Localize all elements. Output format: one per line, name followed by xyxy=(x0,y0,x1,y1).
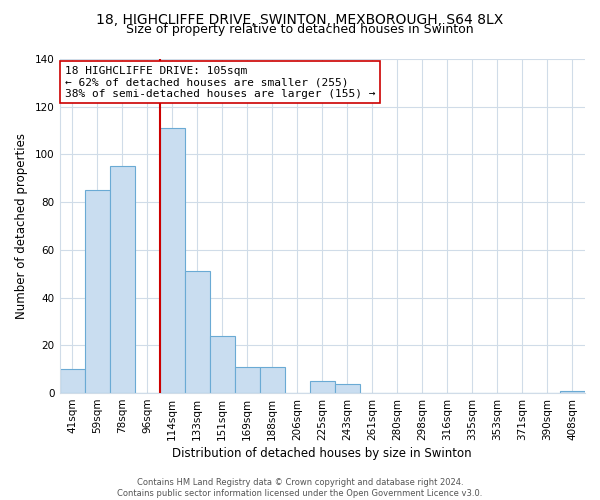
Bar xyxy=(310,381,335,393)
X-axis label: Distribution of detached houses by size in Swinton: Distribution of detached houses by size … xyxy=(172,447,472,460)
Bar xyxy=(160,128,185,393)
Bar xyxy=(560,390,585,393)
Text: Size of property relative to detached houses in Swinton: Size of property relative to detached ho… xyxy=(126,22,474,36)
Bar xyxy=(235,367,260,393)
Y-axis label: Number of detached properties: Number of detached properties xyxy=(15,133,28,319)
Bar xyxy=(59,369,85,393)
Text: Contains HM Land Registry data © Crown copyright and database right 2024.
Contai: Contains HM Land Registry data © Crown c… xyxy=(118,478,482,498)
Bar xyxy=(260,367,285,393)
Text: 18, HIGHCLIFFE DRIVE, SWINTON, MEXBOROUGH, S64 8LX: 18, HIGHCLIFFE DRIVE, SWINTON, MEXBOROUG… xyxy=(97,12,503,26)
Bar xyxy=(335,384,360,393)
Bar xyxy=(209,336,235,393)
Bar xyxy=(185,272,209,393)
Text: 18 HIGHCLIFFE DRIVE: 105sqm
← 62% of detached houses are smaller (255)
38% of se: 18 HIGHCLIFFE DRIVE: 105sqm ← 62% of det… xyxy=(65,66,376,99)
Bar xyxy=(110,166,134,393)
Bar xyxy=(85,190,110,393)
